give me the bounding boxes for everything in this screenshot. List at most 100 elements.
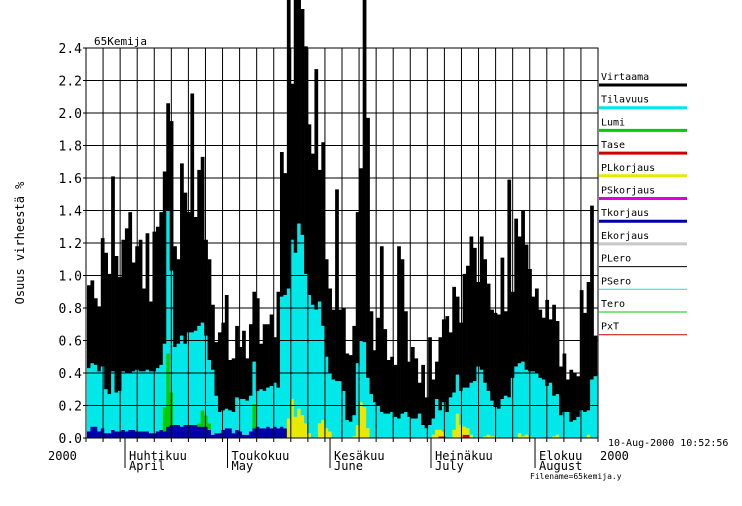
bar-tilavuus-15 bbox=[138, 371, 143, 432]
filename: Filename=65kemija.y bbox=[530, 472, 622, 481]
bar-tkorjaus-10 bbox=[121, 429, 126, 439]
y-tick-label-12: 2.4 bbox=[59, 42, 83, 57]
bar-tilavuus-30 bbox=[190, 332, 195, 426]
bar-virtaama-109 bbox=[462, 273, 467, 388]
bar-tilavuus-115 bbox=[483, 382, 488, 437]
bar-virtaama-48 bbox=[252, 291, 257, 362]
bar-tilavuus-124 bbox=[514, 366, 519, 438]
bar-tkorjaus-22 bbox=[162, 431, 167, 438]
bar-virtaama-5 bbox=[104, 252, 108, 390]
bar-plkorjaus-125 bbox=[517, 433, 522, 439]
bar-virtaama-82 bbox=[369, 311, 374, 395]
bar-plkorjaus-80 bbox=[362, 407, 367, 439]
bar-tilavuus-52 bbox=[266, 387, 270, 427]
bar-tkorjaus-7 bbox=[111, 429, 115, 439]
bar-tilavuus-81 bbox=[366, 377, 370, 429]
bar-tilavuus-7 bbox=[111, 371, 115, 430]
bar-virtaama-74 bbox=[342, 308, 346, 391]
bar-tilavuus-75 bbox=[345, 420, 350, 439]
bar-tkorjaus-56 bbox=[279, 426, 284, 439]
bar-virtaama-36 bbox=[211, 304, 215, 370]
bar-tilavuus-40 bbox=[224, 408, 229, 429]
bar-tkorjaus-8 bbox=[114, 431, 119, 438]
bar-virtaama-120 bbox=[500, 257, 505, 400]
bar-tilavuus-85 bbox=[379, 412, 384, 438]
bar-virtaama-58 bbox=[286, 0, 291, 289]
bar-plkorjaus-111 bbox=[469, 434, 474, 438]
bar-virtaama-10 bbox=[121, 239, 126, 372]
bar-virtaama-18 bbox=[149, 301, 153, 372]
bar-tilavuus-46 bbox=[245, 400, 250, 435]
bar-tilavuus-12 bbox=[128, 373, 133, 430]
bar-tkorjaus-50 bbox=[259, 428, 264, 438]
bar-plkorjaus-136 bbox=[555, 434, 560, 438]
bar-tilavuus-3 bbox=[97, 371, 102, 432]
bar-virtaama-8 bbox=[114, 256, 119, 393]
legend-label-psero: PSero bbox=[601, 276, 631, 287]
bar-tilavuus-63 bbox=[304, 273, 308, 424]
bar-tilavuus-116 bbox=[486, 390, 491, 435]
bar-plkorjaus-110 bbox=[466, 428, 470, 435]
bar-tilavuus-74 bbox=[342, 390, 346, 439]
bar-tilavuus-48 bbox=[252, 361, 257, 404]
bar-virtaama-68 bbox=[321, 142, 326, 326]
bar-plkorjaus-107 bbox=[455, 413, 460, 439]
bar-tkorjaus-35 bbox=[207, 429, 212, 439]
y-tick-label-6: 1.2 bbox=[59, 237, 82, 252]
bar-virtaama-0 bbox=[87, 285, 91, 369]
bar-virtaama-121 bbox=[503, 311, 508, 396]
bar-virtaama-17 bbox=[145, 233, 150, 370]
legend-label-virtaama: Virtaama bbox=[601, 72, 649, 83]
bar-tkorjaus-40 bbox=[224, 428, 229, 438]
bar-tilavuus-39 bbox=[221, 410, 226, 430]
bar-tilavuus-54 bbox=[273, 382, 277, 427]
bar-virtaama-75 bbox=[345, 353, 350, 421]
bar-virtaama-90 bbox=[397, 246, 401, 419]
bar-tkorjaus-39 bbox=[221, 429, 226, 439]
bar-tilavuus-147 bbox=[593, 376, 598, 438]
bar-tkorjaus-55 bbox=[276, 428, 281, 438]
bar-tilavuus-117 bbox=[490, 400, 494, 437]
bar-tilavuus-67 bbox=[317, 301, 322, 424]
bar-virtaama-25 bbox=[173, 246, 177, 347]
bar-lumi-35 bbox=[207, 423, 212, 430]
bar-plkorjaus-64 bbox=[307, 433, 312, 439]
bar-tkorjaus-20 bbox=[155, 431, 160, 438]
bar-virtaama-45 bbox=[242, 330, 246, 399]
bar-virtaama-78 bbox=[355, 212, 360, 364]
bar-tilavuus-8 bbox=[114, 392, 119, 432]
bar-plkorjaus-79 bbox=[359, 402, 363, 438]
bar-virtaama-51 bbox=[262, 324, 267, 391]
bar-virtaama-32 bbox=[197, 169, 202, 326]
bar-virtaama-77 bbox=[352, 325, 357, 416]
bar-tilavuus-45 bbox=[242, 399, 246, 435]
bar-virtaama-104 bbox=[445, 316, 450, 413]
bar-tilavuus-13 bbox=[131, 371, 136, 430]
bar-tilavuus-53 bbox=[269, 386, 274, 429]
bar-plkorjaus-78 bbox=[355, 425, 360, 438]
bar-virtaama-139 bbox=[565, 379, 570, 412]
bar-tilavuus-35 bbox=[207, 360, 212, 424]
bar-virtaama-124 bbox=[514, 218, 519, 367]
bar-tilavuus-80 bbox=[362, 342, 367, 408]
bar-virtaama-7 bbox=[111, 176, 115, 372]
bar-virtaama-131 bbox=[538, 309, 543, 378]
month-label-en-1: May bbox=[232, 459, 254, 473]
bar-virtaama-146 bbox=[590, 205, 594, 380]
bar-tilavuus-6 bbox=[107, 394, 112, 434]
bar-tilavuus-38 bbox=[217, 412, 222, 434]
bar-virtaama-111 bbox=[469, 236, 474, 383]
bar-virtaama-132 bbox=[541, 317, 546, 380]
bar-plkorjaus-70 bbox=[328, 431, 332, 438]
bar-tilavuus-17 bbox=[145, 369, 150, 432]
bar-virtaama-47 bbox=[248, 324, 253, 396]
bar-plkorjaus-77 bbox=[352, 436, 357, 439]
bar-tkorjaus-53 bbox=[269, 428, 274, 438]
bar-tilavuus-22 bbox=[162, 343, 167, 408]
bar-virtaama-135 bbox=[552, 304, 556, 396]
bar-tilavuus-25 bbox=[173, 347, 177, 425]
bar-virtaama-43 bbox=[235, 325, 239, 398]
y-tick-label-2: 0.4 bbox=[59, 367, 83, 382]
bar-virtaama-129 bbox=[531, 296, 536, 372]
bar-tilavuus-44 bbox=[238, 399, 243, 432]
